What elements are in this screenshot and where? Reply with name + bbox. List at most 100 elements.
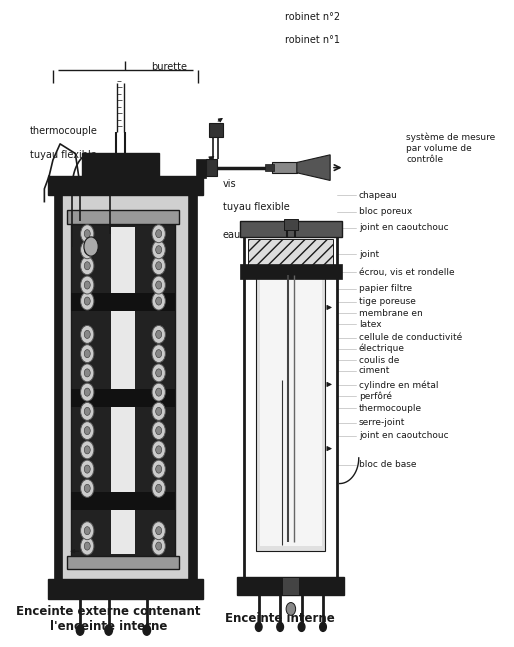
Circle shape [76, 625, 84, 635]
Circle shape [81, 402, 94, 421]
Bar [111, 227, 135, 554]
Circle shape [84, 388, 90, 396]
Text: vis: vis [223, 179, 236, 189]
Text: contrôle: contrôle [407, 155, 444, 164]
Circle shape [152, 364, 166, 382]
Circle shape [320, 622, 326, 631]
Text: joint: joint [359, 250, 379, 259]
Bar [256, 266, 325, 551]
Circle shape [81, 441, 94, 459]
Circle shape [105, 625, 113, 635]
Text: serre-joint: serre-joint [359, 419, 405, 428]
Bar [82, 153, 159, 176]
Circle shape [84, 262, 90, 270]
Text: chapeau: chapeau [359, 191, 398, 200]
Circle shape [81, 422, 94, 439]
Circle shape [152, 241, 166, 259]
Circle shape [156, 465, 162, 473]
Circle shape [84, 542, 90, 550]
Bar [54, 195, 63, 580]
Circle shape [152, 422, 166, 439]
Text: joint en caoutchouc: joint en caoutchouc [359, 432, 448, 440]
Text: thermocouple: thermocouple [30, 126, 98, 136]
Bar [196, 159, 206, 178]
Text: Enceinte externe contenant
l'enceinte interne: Enceinte externe contenant l'enceinte in… [16, 604, 201, 633]
Bar [70, 292, 175, 311]
Bar [67, 556, 179, 569]
Circle shape [84, 237, 98, 256]
Text: Enceinte interne: Enceinte interne [225, 612, 335, 625]
Text: tige poreuse: tige poreuse [359, 297, 416, 306]
Circle shape [156, 542, 162, 550]
Circle shape [84, 281, 90, 289]
Text: thermocouple: thermocouple [359, 404, 422, 413]
Circle shape [156, 246, 162, 254]
Circle shape [84, 349, 90, 358]
Bar [240, 221, 342, 237]
Polygon shape [297, 155, 330, 181]
Circle shape [84, 408, 90, 415]
Text: tuyau flexible: tuyau flexible [223, 202, 290, 212]
Circle shape [81, 345, 94, 362]
Circle shape [156, 527, 162, 534]
Bar [63, 195, 188, 580]
Circle shape [156, 426, 162, 435]
Text: membrane en: membrane en [359, 309, 423, 318]
Circle shape [156, 297, 162, 305]
Text: écrou, vis et rondelle: écrou, vis et rondelle [359, 268, 454, 277]
Circle shape [255, 622, 262, 631]
Bar [284, 219, 298, 230]
Circle shape [152, 345, 166, 362]
Text: robinet n°1: robinet n°1 [285, 35, 340, 45]
Circle shape [81, 460, 94, 478]
Circle shape [81, 276, 94, 294]
Bar [48, 176, 203, 195]
Circle shape [152, 225, 166, 243]
Circle shape [84, 369, 90, 377]
Circle shape [81, 241, 94, 259]
Text: latex: latex [359, 320, 381, 329]
Text: robinet n°2: robinet n°2 [285, 12, 340, 22]
Bar [248, 239, 334, 266]
Text: électrique: électrique [359, 344, 405, 353]
Circle shape [298, 622, 305, 631]
Bar [240, 265, 342, 279]
Text: par volume de: par volume de [407, 144, 472, 153]
Bar [188, 195, 197, 580]
Circle shape [84, 465, 90, 473]
Text: perfôré: perfôré [359, 391, 392, 400]
Bar [282, 577, 300, 595]
Bar [265, 164, 274, 171]
Text: papier filtre: papier filtre [359, 285, 412, 293]
Circle shape [286, 602, 296, 615]
Circle shape [156, 485, 162, 492]
Text: joint en caoutchouc: joint en caoutchouc [359, 223, 448, 232]
Bar [237, 577, 344, 595]
Circle shape [84, 446, 90, 454]
Circle shape [143, 625, 151, 635]
Circle shape [152, 292, 166, 310]
Circle shape [84, 331, 90, 338]
Bar [272, 162, 297, 173]
Text: tuyau flexible: tuyau flexible [30, 151, 97, 160]
Circle shape [156, 281, 162, 289]
Text: burette: burette [152, 62, 188, 72]
Text: bloc poreux: bloc poreux [359, 208, 412, 216]
Bar [206, 159, 217, 176]
Bar [67, 210, 179, 224]
Circle shape [84, 230, 90, 237]
Text: coulis de: coulis de [359, 356, 399, 364]
Circle shape [152, 402, 166, 421]
Circle shape [81, 325, 94, 344]
Bar [70, 492, 175, 510]
Circle shape [81, 364, 94, 382]
Circle shape [156, 262, 162, 270]
Circle shape [81, 292, 94, 310]
Bar [48, 579, 203, 599]
Circle shape [152, 460, 166, 478]
Circle shape [152, 521, 166, 540]
Circle shape [152, 479, 166, 498]
Bar [70, 224, 175, 558]
Circle shape [156, 388, 162, 396]
Circle shape [81, 257, 94, 275]
